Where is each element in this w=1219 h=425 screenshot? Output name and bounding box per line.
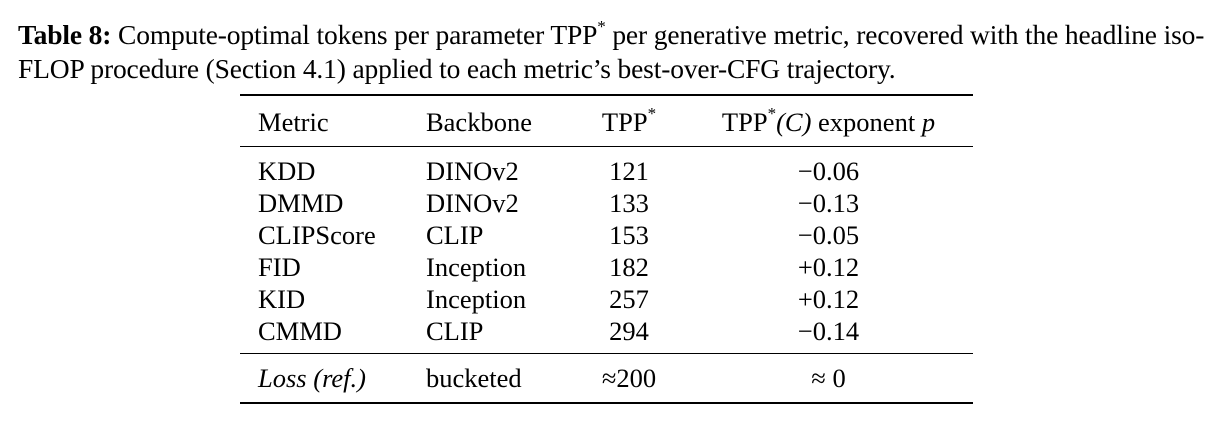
cell-backbone: CLIP [426, 316, 484, 346]
cell-metric: KID [258, 284, 306, 314]
table-row: CMMD CLIP 294 −0.14 [240, 315, 973, 354]
table-container: Metric Backbone TPP* TPP*(C) exponent p … [240, 94, 973, 404]
cell-exponent: −0.13 [797, 188, 860, 218]
table-body: KDD DINOv2 121 −0.06 DMMD DINOv2 133 −0.… [240, 147, 973, 354]
cell-backbone: DINOv2 [426, 156, 519, 186]
cell-metric: CMMD [258, 316, 342, 346]
reference-row: Loss (ref.) bucketed ≈200 ≈ 0 [240, 353, 973, 403]
table-header: Metric Backbone TPP* TPP*(C) exponent p [240, 95, 973, 147]
cell-exponent: ≈ 0 [684, 353, 973, 403]
table-row: CLIPScore CLIP 153 −0.05 [240, 219, 973, 251]
cell-tpp: 153 [609, 220, 649, 250]
cell-exponent: −0.06 [797, 156, 860, 186]
table-row: DMMD DINOv2 133 −0.13 [240, 187, 973, 219]
header-tpp-sup: * [647, 103, 657, 123]
header-row: Metric Backbone TPP* TPP*(C) exponent p [240, 95, 973, 147]
cell-metric: DMMD [258, 188, 344, 218]
cell-metric: Loss (ref.) [240, 353, 426, 403]
header-backbone: Backbone [426, 95, 574, 147]
table-row: KDD DINOv2 121 −0.06 [240, 147, 973, 188]
results-table: Metric Backbone TPP* TPP*(C) exponent p … [240, 94, 973, 404]
header-exp-var: p [921, 106, 936, 137]
cell-backbone: Inception [426, 252, 527, 282]
caption-text-start: Compute-optimal tokens per parameter [111, 19, 551, 50]
header-tpp: TPP* [574, 95, 684, 147]
table-row: FID Inception 182 +0.12 [240, 251, 973, 283]
table-row: KID Inception 257 +0.12 [240, 283, 973, 315]
cell-exponent: +0.12 [797, 284, 860, 314]
cell-tpp: 121 [609, 156, 649, 186]
header-exponent: TPP*(C) exponent p [684, 95, 973, 147]
header-exp-prefix: TPP [721, 106, 768, 137]
caption-tpp-symbol: TPP [550, 19, 598, 50]
caption-tpp-sup: * [597, 16, 606, 36]
reference-section: Loss (ref.) bucketed ≈200 ≈ 0 [240, 353, 973, 403]
cell-tpp: 294 [609, 316, 649, 346]
cell-tpp: 133 [609, 188, 649, 218]
header-tpp-symbol: TPP [601, 106, 648, 137]
cell-backbone: CLIP [426, 220, 484, 250]
header-exp-label: exponent [811, 106, 922, 137]
header-metric: Metric [240, 95, 426, 147]
cell-tpp: 257 [609, 284, 649, 314]
cell-exponent: −0.05 [797, 220, 860, 250]
cell-tpp: 182 [609, 252, 649, 282]
header-exp-arg: (C) [776, 106, 812, 137]
cell-metric: CLIPScore [258, 220, 376, 250]
cell-metric: FID [258, 252, 301, 282]
cell-metric: KDD [258, 156, 316, 186]
cell-backbone: bucketed [426, 353, 574, 403]
table-caption: Table 8: Compute-optimal tokens per para… [18, 18, 1210, 86]
cell-exponent: −0.14 [797, 316, 860, 346]
cell-backbone: Inception [426, 284, 527, 314]
caption-text-rest: per generative metric, recovered with th… [18, 19, 1205, 84]
cell-backbone: DINOv2 [426, 188, 519, 218]
cell-tpp: ≈200 [574, 353, 684, 403]
cell-exponent: +0.12 [797, 252, 860, 282]
caption-label: Table 8: [18, 19, 112, 50]
header-exp-sup: * [767, 103, 777, 123]
